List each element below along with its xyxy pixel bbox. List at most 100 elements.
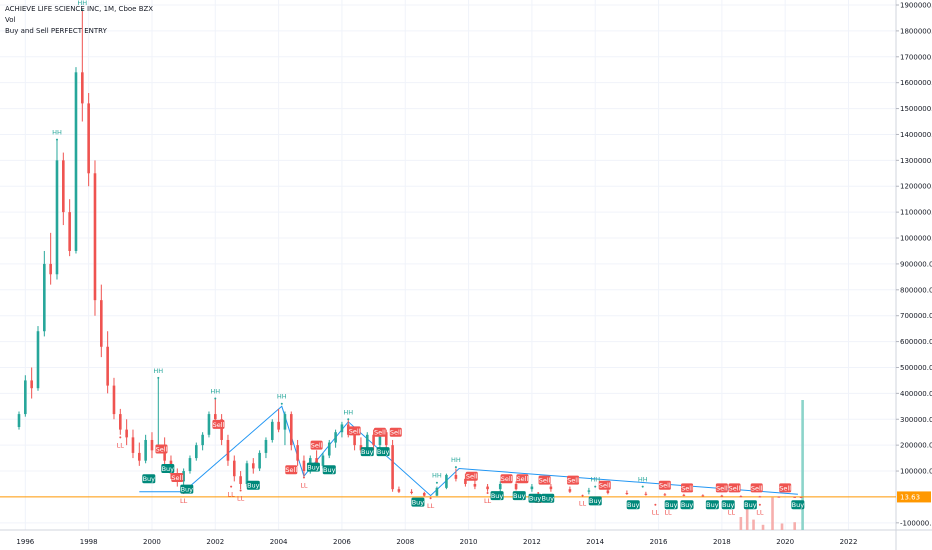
buy-marker-label: Buy bbox=[681, 501, 694, 509]
buy-marker bbox=[180, 484, 194, 494]
pivot-dot bbox=[347, 418, 350, 421]
buy-marker-label: Buy bbox=[143, 475, 156, 483]
candle-body bbox=[144, 439, 147, 461]
buy-marker bbox=[322, 465, 336, 475]
legend-title[interactable]: ACHIEVE LIFE SCIENCE INC, 1M, Cboe BZX bbox=[5, 5, 154, 13]
legend-volume[interactable]: Vol bbox=[5, 16, 16, 24]
pivot-dot bbox=[581, 494, 584, 497]
buy-marker bbox=[306, 462, 320, 472]
buy-marker-label: Buy bbox=[529, 495, 542, 503]
candle-body bbox=[793, 496, 796, 498]
candle-body bbox=[327, 442, 331, 456]
sell-marker-label: Sell bbox=[659, 482, 671, 490]
sell-marker-label: Sell bbox=[171, 474, 183, 482]
signal-markers: Sell Sell Buy Buy Buy Sell Buy Sell Sell Buy Buy Se… bbox=[142, 419, 805, 510]
buy-marker-label: Buy bbox=[377, 448, 390, 456]
x-tick-label: 1998 bbox=[80, 538, 98, 546]
candle-body bbox=[365, 434, 369, 451]
buy-marker bbox=[512, 491, 526, 501]
candle-body bbox=[353, 434, 356, 446]
y-tick-label: 1100000.00 bbox=[900, 209, 932, 217]
last-price-value: 13.63 bbox=[900, 493, 920, 501]
candle-body bbox=[125, 429, 128, 438]
y-tick-label: 600000.00 bbox=[900, 338, 932, 346]
buy-marker-label: Buy bbox=[792, 501, 805, 509]
sell-marker bbox=[171, 473, 184, 483]
candle-body bbox=[55, 160, 59, 275]
candle-body bbox=[49, 263, 52, 275]
buy-marker-label: Buy bbox=[706, 501, 719, 509]
candle-body bbox=[663, 494, 667, 496]
buy-marker-label: Buy bbox=[627, 501, 640, 509]
candle-body bbox=[100, 300, 103, 347]
buy-marker bbox=[528, 493, 542, 503]
sell-marker bbox=[538, 475, 551, 485]
sell-marker bbox=[389, 427, 402, 437]
sell-marker bbox=[285, 465, 298, 475]
candle-body bbox=[258, 452, 261, 469]
sell-marker bbox=[750, 483, 763, 493]
x-tick-label: 2008 bbox=[396, 538, 414, 546]
candle-body bbox=[30, 380, 33, 389]
sell-marker bbox=[348, 426, 361, 436]
candle-body bbox=[81, 72, 84, 104]
y-tick-label: 1500000.00 bbox=[900, 105, 932, 113]
sell-marker-label: Sell bbox=[156, 445, 168, 453]
volume-bars bbox=[739, 400, 804, 530]
candle-body bbox=[473, 483, 477, 487]
sell-marker bbox=[715, 483, 728, 493]
sell-marker bbox=[567, 475, 580, 485]
sell-marker-label: Sell bbox=[213, 421, 225, 429]
legend-indicator[interactable]: Buy and Sell PERFECT ENTRY bbox=[5, 27, 107, 35]
pivot-dot bbox=[429, 497, 432, 500]
pivot-label: HH bbox=[432, 472, 442, 480]
candle-body bbox=[739, 496, 743, 498]
sell-marker bbox=[779, 483, 792, 493]
x-tick-label: 2002 bbox=[206, 538, 224, 546]
pivot-dot bbox=[537, 492, 540, 495]
pivot-label: LL bbox=[484, 497, 492, 505]
pivot-dot bbox=[239, 489, 242, 492]
pivot-label: HH bbox=[451, 456, 461, 464]
y-tick-label: 1300000.00 bbox=[900, 157, 932, 165]
volume-bar bbox=[761, 524, 765, 530]
candle-body bbox=[296, 445, 299, 461]
candle-body bbox=[397, 489, 401, 492]
candle-body bbox=[346, 424, 350, 435]
candle-body bbox=[106, 346, 109, 386]
sell-marker-label: Sell bbox=[466, 473, 478, 481]
pivot-label: LL bbox=[756, 509, 764, 517]
candle-body bbox=[302, 460, 306, 472]
candle-body bbox=[445, 474, 448, 488]
candle-body bbox=[68, 212, 71, 251]
sell-marker bbox=[500, 474, 513, 484]
candle-body bbox=[359, 445, 363, 451]
pivot-dot bbox=[55, 138, 58, 141]
candle-body bbox=[391, 445, 394, 490]
buy-marker bbox=[743, 500, 757, 510]
sell-marker-label: Sell bbox=[349, 427, 361, 435]
y-tick-label: 1900000.00 bbox=[900, 2, 932, 10]
buy-marker bbox=[588, 496, 602, 506]
volume-bar bbox=[739, 517, 743, 530]
candle-body bbox=[226, 439, 230, 461]
x-tick-label: 2020 bbox=[776, 538, 794, 546]
sell-marker-label: Sell bbox=[599, 482, 611, 490]
x-tick-label: 2022 bbox=[840, 538, 858, 546]
candle-body bbox=[283, 414, 287, 430]
y-tick-label: 1400000.00 bbox=[900, 131, 932, 139]
pivot-dot bbox=[157, 376, 160, 379]
pivot-dot bbox=[486, 492, 489, 495]
candle-body bbox=[43, 263, 46, 332]
pivot-label: HH bbox=[210, 388, 220, 396]
candle-body bbox=[131, 437, 135, 453]
candle-body bbox=[17, 414, 21, 428]
x-tick-label: 2014 bbox=[586, 538, 604, 546]
candle-body bbox=[36, 331, 40, 389]
candle-body bbox=[701, 495, 705, 497]
candle-body bbox=[777, 496, 781, 498]
y-tick-label: 1200000.00 bbox=[900, 183, 932, 191]
x-axis-ticks: 1996 1998 2000 2002 2004 2006 2008 2010 2012 2014… bbox=[16, 538, 857, 546]
buy-marker bbox=[142, 474, 156, 484]
